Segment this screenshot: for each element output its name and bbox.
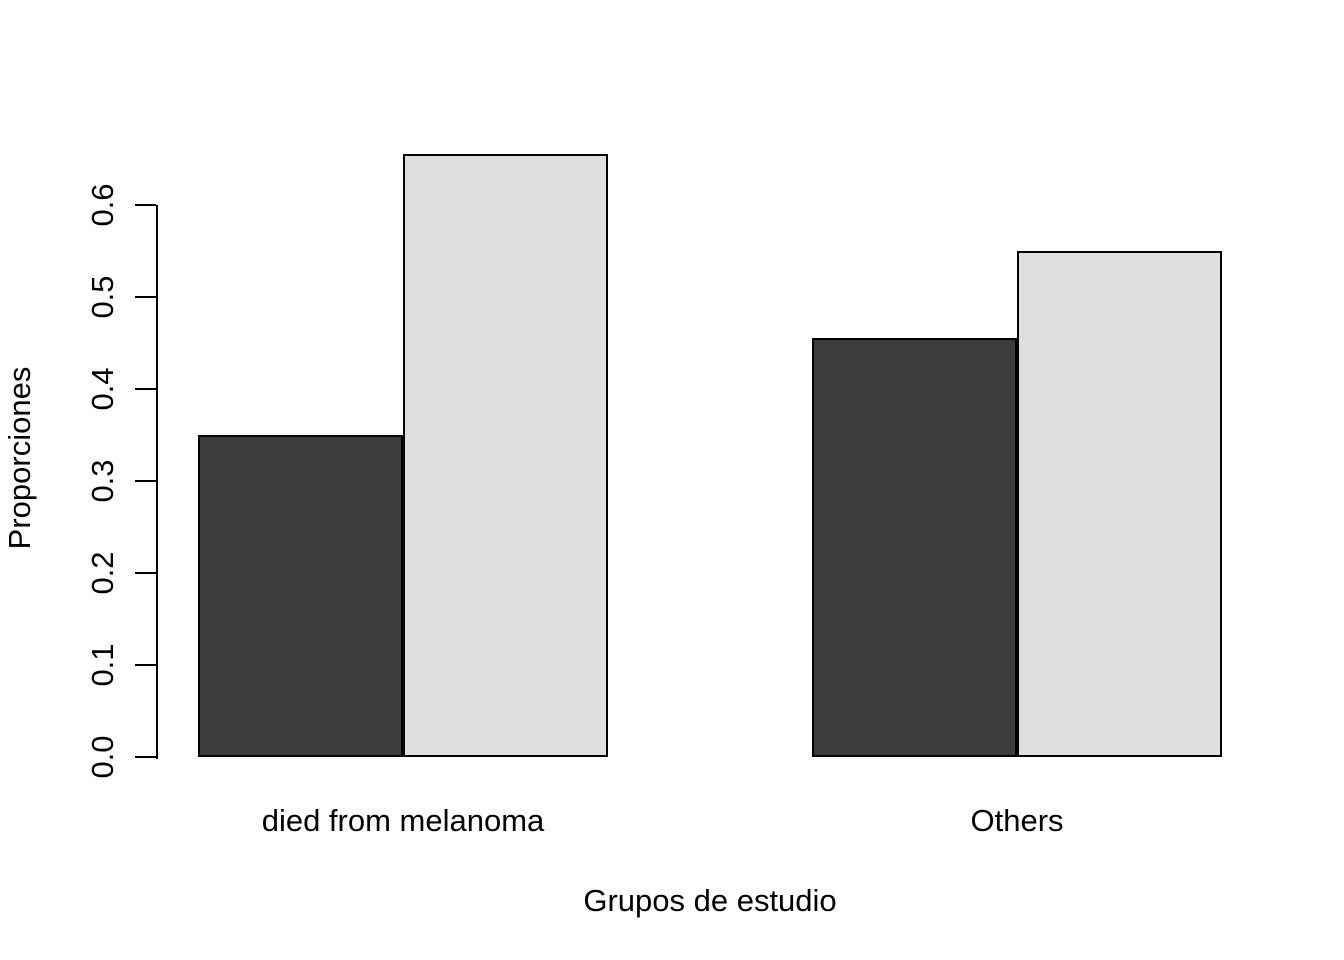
y-axis-tick (135, 756, 156, 758)
y-axis-tick-label: 0.0 (85, 735, 120, 779)
y-axis-tick (135, 388, 156, 390)
y-axis-tick-label: 0.2 (85, 551, 120, 595)
y-axis-tick (135, 664, 156, 666)
y-axis-tick (135, 296, 156, 298)
bar-light-gray-bars-1 (403, 154, 608, 757)
x-axis-title: Grupos de estudio (583, 883, 837, 918)
y-axis-tick (135, 480, 156, 482)
y-axis-tick-label: 0.5 (85, 275, 120, 319)
x-category-label: Others (970, 803, 1064, 838)
y-axis-tick-label: 0.1 (85, 643, 120, 687)
bar-light-gray-bars-2 (1017, 251, 1222, 757)
y-axis-tick-label: 0.6 (85, 183, 120, 227)
bar-dark-gray-bars-1 (198, 435, 403, 757)
y-axis-title: Proporciones (2, 366, 37, 550)
y-axis-tick (135, 572, 156, 574)
x-category-label: died from melanoma (261, 803, 545, 838)
y-axis-tick (135, 204, 156, 206)
y-axis-tick-label: 0.4 (85, 367, 120, 411)
y-axis-tick-label: 0.3 (85, 459, 120, 503)
bar-dark-gray-bars-2 (812, 338, 1017, 757)
y-axis-line (156, 205, 158, 759)
